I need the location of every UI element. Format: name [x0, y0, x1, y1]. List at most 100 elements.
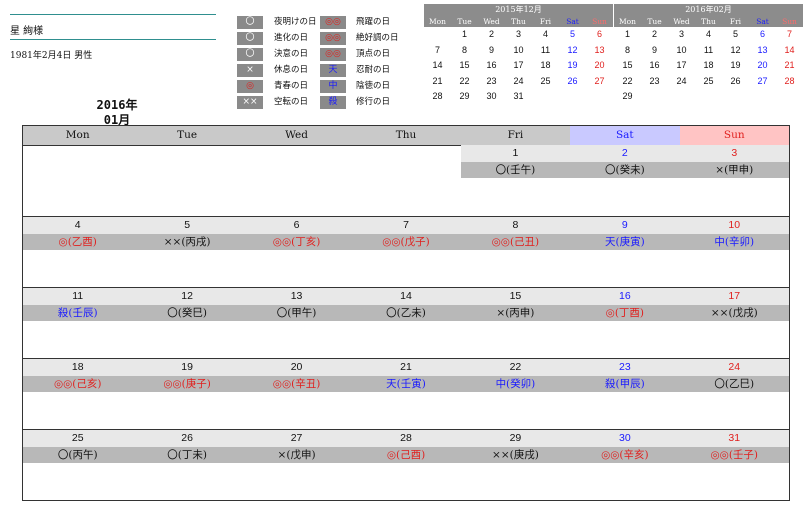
- day-number: 26: [132, 430, 242, 447]
- day-fortune: ××(庚戌): [460, 447, 571, 463]
- calendar-day-cell[interactable]: 27 ×(戊申): [241, 430, 352, 501]
- calendar-day-cell[interactable]: 4 ◎(乙酉): [23, 217, 133, 288]
- calendar-day-cell[interactable]: 25 〇(丙午): [23, 430, 133, 501]
- calendar-day-cell[interactable]: 8 ◎◎(己丑): [460, 217, 571, 288]
- mini-day: 18: [703, 60, 714, 70]
- day-fortune: 〇(甲午): [241, 305, 352, 321]
- day-fortune: ◎◎(庚子): [132, 376, 242, 392]
- calendar-day-cell[interactable]: 26 〇(丁未): [132, 430, 242, 501]
- calendar-day-cell[interactable]: [242, 145, 351, 216]
- mini-day: 9: [651, 44, 657, 55]
- calendar-day-cell[interactable]: 11 殺(壬辰): [23, 288, 133, 359]
- calendar-day-cell[interactable]: 2 〇(癸未): [570, 145, 680, 216]
- mini-day: 11: [703, 44, 714, 55]
- mini-day: 6: [759, 29, 765, 39]
- day-fortune: 〇(乙未): [351, 305, 461, 321]
- calendar-day-cell[interactable]: 24 〇(乙巳): [679, 359, 789, 430]
- mini-day: 2: [651, 29, 657, 39]
- day-number: 6: [241, 217, 352, 234]
- mini-day: [586, 89, 613, 105]
- calendar-day-cell[interactable]: 5 ××(丙戌): [132, 217, 242, 288]
- calendar-day-cell[interactable]: 7 ◎◎(戊子): [351, 217, 461, 288]
- mini-weekday: Sun: [782, 17, 797, 26]
- mini-day: [722, 89, 749, 105]
- mini-day: 2: [488, 29, 494, 39]
- profile-name: 星 絢様: [10, 26, 44, 37]
- legend-label: 修行の日: [356, 97, 391, 107]
- day-number: 25: [23, 430, 133, 447]
- mini-weekday: Fri: [539, 17, 552, 26]
- calendar-day-cell[interactable]: 30 ◎◎(辛亥): [570, 430, 680, 501]
- mini-day: 31: [513, 91, 524, 101]
- legend-label: 休息の日: [274, 65, 309, 75]
- day-number: 28: [351, 430, 461, 447]
- day-number: 5: [132, 217, 242, 234]
- mini-day-grid: 1 2 3 4 5 6 7 8 9 10 11 12 13 14 15 16 17 18 19 20 21 22 23 24 2…: [424, 27, 613, 105]
- day-number: 2: [570, 145, 680, 162]
- mini-day: 13: [594, 44, 605, 55]
- day-number: 12: [132, 288, 242, 305]
- mini-day: 14: [432, 60, 443, 70]
- day-number: 11: [23, 288, 133, 305]
- calendar-day-cell[interactable]: 20 ◎◎(辛丑): [241, 359, 352, 430]
- legend-symbol: ◎: [237, 80, 263, 93]
- day-fortune: ◎(己酉): [351, 447, 461, 463]
- calendar-day-cell[interactable]: 14 〇(乙未): [351, 288, 461, 359]
- day-fortune: ×(丙申): [460, 305, 571, 321]
- calendar-day-cell[interactable]: 10 中(辛卯): [679, 217, 789, 288]
- calendar-week-row: 4 ◎(乙酉) 5 ××(丙戌) 6 ◎◎(丁亥) 7 ◎◎(戊子) 8 ◎◎(己丑) 9 天(庚寅)…: [23, 216, 789, 288]
- calendar-day-cell[interactable]: [23, 145, 132, 216]
- calendar-day-cell[interactable]: [351, 145, 460, 216]
- calendar-day-cell[interactable]: 16 ◎(丁酉): [570, 288, 680, 359]
- calendar-day-cell[interactable]: 6 ◎◎(丁亥): [241, 217, 352, 288]
- mini-weekday: Sat: [566, 17, 579, 26]
- calendar-day-cell[interactable]: 12 〇(癸巳): [132, 288, 242, 359]
- day-fortune: 〇(癸未): [570, 162, 680, 178]
- calendar-day-cell[interactable]: 29 ××(庚戌): [460, 430, 571, 501]
- calendar-day-cell[interactable]: 15 ×(丙申): [460, 288, 571, 359]
- mini-day: 28: [784, 75, 795, 86]
- day-fortune: ◎◎(己丑): [460, 234, 571, 250]
- mini-day: 21: [432, 75, 443, 86]
- mini-day: 11: [540, 44, 551, 55]
- mini-day: [668, 89, 695, 105]
- weekday-header: Thu: [351, 126, 461, 145]
- profile-birth: 1981年2月4日 男性: [10, 51, 93, 61]
- profile-divider-top: [10, 14, 216, 15]
- calendar-day-cell[interactable]: 21 天(壬寅): [351, 359, 461, 430]
- mini-day: [559, 89, 586, 105]
- calendar-day-cell[interactable]: 13 〇(甲午): [241, 288, 352, 359]
- mini-weekday: Wed: [483, 17, 500, 26]
- calendar-day-cell[interactable]: 23 殺(甲辰): [570, 359, 680, 430]
- mini-day: 15: [622, 60, 633, 70]
- legend-label: 進化の日: [274, 33, 309, 43]
- calendar-day-cell[interactable]: 28 ◎(己酉): [351, 430, 461, 501]
- mini-weekday: Mon: [428, 17, 447, 26]
- mini-day: 20: [594, 60, 605, 70]
- mini-weekday: Thu: [511, 17, 526, 26]
- calendar-day-cell[interactable]: 19 ◎◎(庚子): [132, 359, 242, 430]
- mini-day: 25: [540, 75, 551, 86]
- mini-day: 4: [542, 29, 548, 39]
- calendar-day-cell[interactable]: [132, 145, 241, 216]
- mini-day: 1: [624, 29, 630, 39]
- mini-day: 23: [649, 75, 660, 86]
- mini-day: 16: [486, 60, 497, 70]
- calendar-day-cell[interactable]: 9 天(庚寅): [570, 217, 680, 288]
- calendar-day-cell[interactable]: 17 ××(戊戌): [679, 288, 789, 359]
- mini-day: 19: [730, 60, 741, 70]
- day-number: 31: [679, 430, 789, 447]
- calendar-day-cell[interactable]: 22 中(癸卯): [460, 359, 571, 430]
- mini-calendar-title: 2015年12月: [424, 4, 613, 16]
- legend-label: 夜明けの日: [274, 17, 317, 27]
- day-fortune: ×(戊申): [241, 447, 352, 463]
- calendar-day-cell[interactable]: 18 ◎◎(己亥): [23, 359, 133, 430]
- calendar-day-cell[interactable]: 3 ×(甲申): [679, 145, 789, 216]
- legend-symbol: 〇: [237, 48, 263, 61]
- day-number: 24: [679, 359, 789, 376]
- mini-day: 12: [730, 44, 741, 55]
- weekday-header: Fri: [460, 126, 571, 145]
- calendar-day-cell[interactable]: 1 〇(壬午): [460, 145, 571, 216]
- calendar-day-cell[interactable]: 31 ◎◎(壬子): [679, 430, 789, 501]
- day-number: 4: [23, 217, 133, 234]
